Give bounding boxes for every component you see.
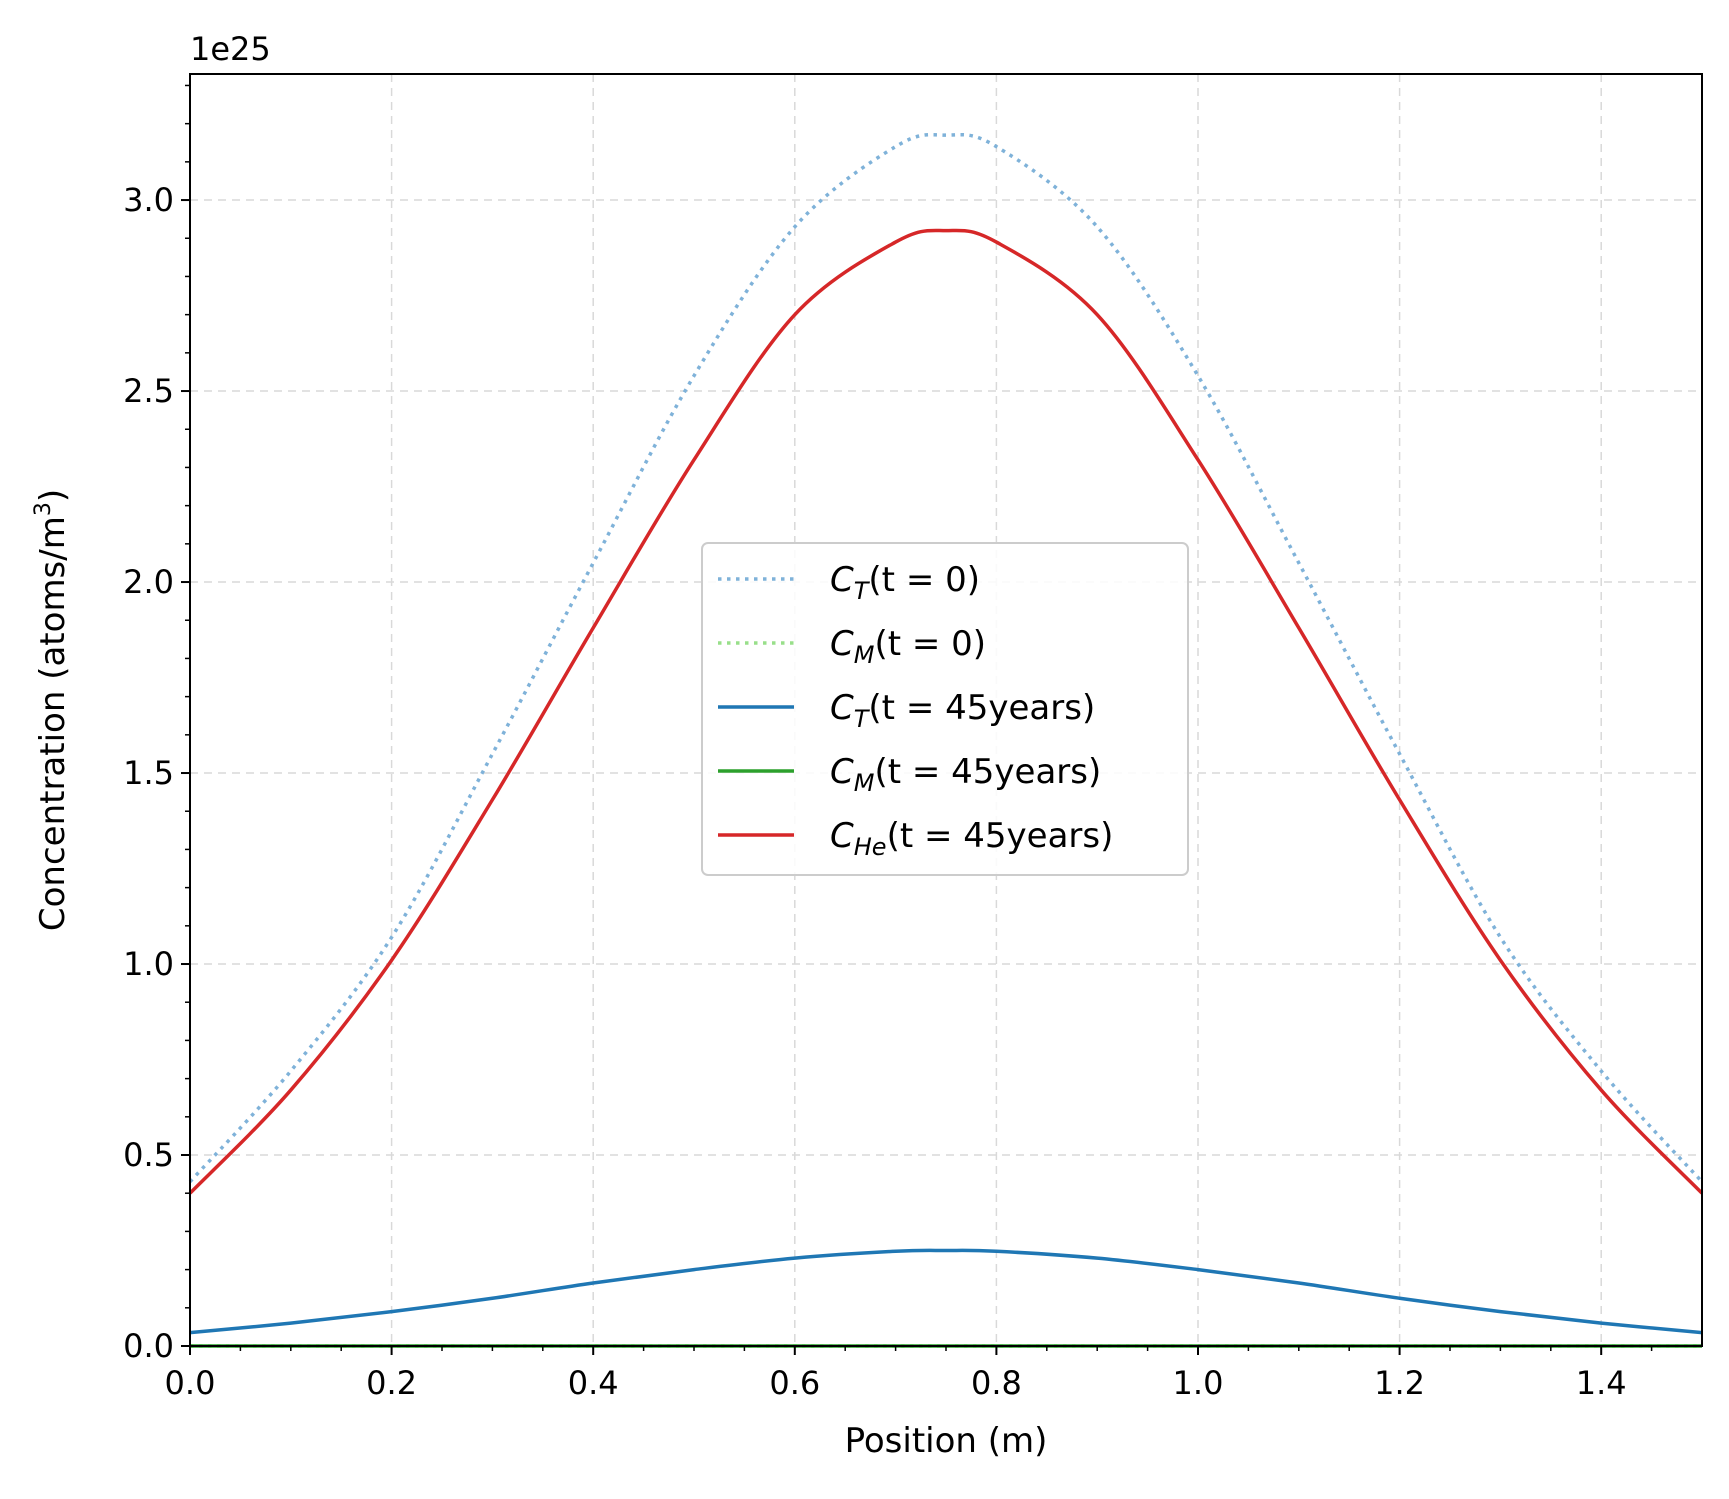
x-tick-label: 0.8	[971, 1364, 1022, 1402]
x-tick-label: 1.4	[1576, 1364, 1627, 1402]
y-tick-label: 0.0	[123, 1327, 174, 1365]
y-offset-label: 1e25	[190, 30, 271, 68]
y-axis-title: Concentration (atoms/m3)	[31, 489, 73, 931]
legend-label-cm-t0: CM(t = 0)	[830, 624, 986, 669]
legend-label-che-t45: CHe(t = 45years)	[830, 816, 1113, 861]
legend-label-ct-t0: CT(t = 0)	[830, 560, 980, 605]
y-axis-title-sup: 3	[31, 502, 56, 516]
x-tick-label: 0.4	[568, 1364, 619, 1402]
series-line-ct-t0	[188, 132, 1704, 1183]
legend-label-ct-t45: CT(t = 45years)	[830, 688, 1095, 733]
y-tick-label: 2.5	[123, 372, 174, 410]
x-tick-label: 1.0	[1173, 1364, 1224, 1402]
y-tick-label: 1.0	[123, 945, 174, 983]
y-tick-label: 1.5	[123, 754, 174, 792]
y-tick-label: 2.0	[123, 563, 174, 601]
x-tick-label: 0.2	[366, 1364, 417, 1402]
x-tick-label: 1.2	[1374, 1364, 1425, 1402]
series-line-ct-t45	[189, 1248, 1703, 1335]
legend-label-cm-t45: CM(t = 45years)	[830, 752, 1101, 797]
x-tick-label: 0.6	[769, 1364, 820, 1402]
legend: CT(t = 0) CM(t = 0) CT(t = 45years) CM(t = …	[701, 542, 1189, 876]
y-tick-label: 0.5	[123, 1136, 174, 1174]
legend-box	[701, 542, 1189, 876]
series-line-che-t45	[188, 228, 1704, 1195]
ticks: 0.0 0.2 0.4 0.6 0.8 1.0 1.2 1.4 0.0 0.5 1.0 1.5 2.0 2…	[123, 84, 1653, 1402]
x-axis-title: Position (m)	[845, 1421, 1048, 1461]
y-axis-title-end: )	[33, 489, 73, 502]
y-axis-title-main: Concentration (atoms/m	[33, 516, 73, 931]
x-tick-label: 0.0	[165, 1364, 216, 1402]
y-tick-label: 3.0	[123, 181, 174, 219]
